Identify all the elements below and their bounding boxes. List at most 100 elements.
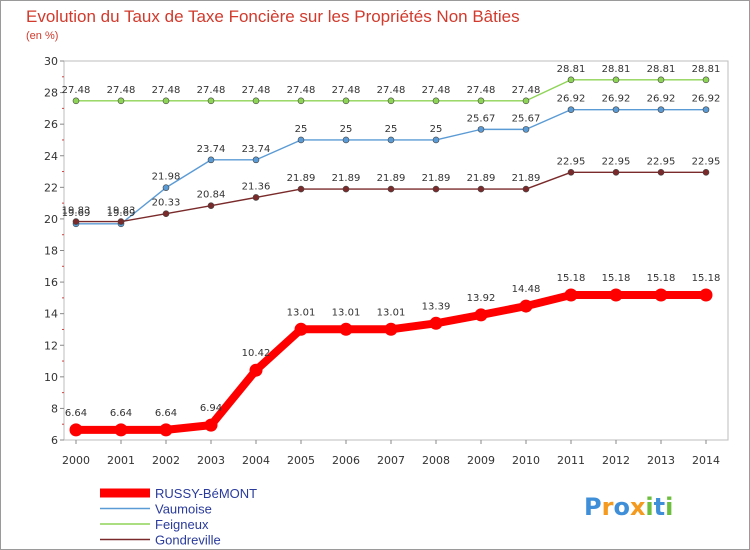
data-label: 22.95 [557,156,586,167]
data-point [294,322,308,336]
data-label: 26.92 [557,94,586,105]
data-point [69,423,83,437]
y-tick-label-5: 16 [44,276,58,289]
data-point [567,169,575,176]
data-label: 6.64 [155,408,177,419]
x-tick-label-9: 2009 [467,454,495,467]
y-tick-label-0: 6 [51,434,58,447]
proxiti-wordmark: Proxiti [584,493,673,521]
data-label: 27.48 [467,85,496,96]
data-point [162,210,170,218]
data-point [699,288,713,302]
data-label: 28.81 [692,64,721,75]
data-label: 13.01 [287,307,316,318]
y-tick-label-12: 30 [44,55,58,68]
data-point [522,126,530,133]
data-point [72,218,80,225]
y-tick-label-8: 22 [44,181,58,194]
proxiti-letter: i [665,493,673,521]
data-label: 26.92 [602,94,631,105]
series-gondreville [72,169,710,225]
data-point [207,97,215,105]
data-point [609,288,623,302]
data-point [432,185,440,193]
data-point [342,136,350,144]
data-label: 15.18 [647,273,676,284]
x-tick-label-3: 2003 [197,454,225,467]
data-point [657,169,665,176]
data-label: 6.64 [110,408,132,419]
data-point [339,322,353,336]
data-label: 27.48 [287,85,316,96]
data-label: 13.01 [377,307,406,318]
x-tick-label-2: 2002 [152,454,180,467]
y-tick-label-10: 26 [44,118,58,131]
data-point [702,106,710,113]
data-label: 27.48 [107,85,136,96]
axes: 6 8 10 12 14 16 18 20 22 24 26 28 30 2000 2001 2002 2003… [44,55,729,467]
data-point [519,299,533,313]
data-point [297,136,305,144]
x-tick-label-12: 2012 [602,454,630,467]
proxiti-letter: P [584,493,602,521]
data-point [477,97,485,105]
y-tick-label-1: 8 [51,402,58,415]
data-label: 27.48 [152,85,181,96]
chart-title: Evolution du Taux de Taxe Foncière sur l… [26,7,520,26]
data-point [567,106,575,113]
data-label: 6.94 [200,403,222,414]
y-tick-label-4: 14 [44,308,58,321]
data-point [522,97,530,105]
proxiti-letter: i [645,493,653,521]
data-point [702,76,710,84]
data-label: 6.64 [65,408,87,419]
data-label: 25.67 [512,113,541,124]
data-label: 21.89 [467,173,496,184]
data-point [387,97,395,105]
data-label: 21.98 [152,172,181,183]
data-label: 10.42 [242,348,271,359]
y-tick-label-3: 12 [44,339,58,352]
data-point [204,418,218,432]
data-label: 19.69 [107,208,136,219]
data-point [159,423,173,437]
chart-subtitle: (en %) [26,30,58,42]
data-label: 28.81 [602,64,631,75]
x-tick-label-7: 2007 [377,454,405,467]
proxiti-letter: t [654,493,665,521]
data-label: 23.74 [242,144,271,155]
data-label: 21.89 [377,173,406,184]
data-label: 23.74 [197,144,226,155]
data-label: 27.48 [512,85,541,96]
y-tick-label-11: 28 [44,87,58,100]
data-label: 15.18 [602,273,631,284]
data-point [162,184,170,191]
y-tick-label-2: 10 [44,371,58,384]
data-label: 27.48 [377,85,406,96]
data-label: 21.89 [422,173,451,184]
data-point [207,202,215,209]
data-label: 22.95 [602,156,631,167]
data-label: 22.95 [647,156,676,167]
x-tick-label-11: 2011 [557,454,585,467]
x-tick-label-13: 2013 [647,454,675,467]
data-point [342,185,350,193]
data-point [612,169,620,176]
data-point [249,363,263,377]
x-tick-label-14: 2014 [692,454,720,467]
data-label: 21.89 [512,173,541,184]
data-label: 25 [430,124,443,135]
data-point [654,288,668,302]
data-point [477,126,485,133]
data-point [567,76,575,84]
data-labels-layer: 27.48 27.48 27.48 27.48 27.48 27.48 27.48 27.48… [62,64,721,419]
data-label: 28.81 [647,64,676,75]
legend-label-0: RUSSY-BéMONT [155,486,257,501]
data-label: 25 [295,124,308,135]
data-label: 22.95 [692,156,721,167]
proxiti-letter: r [602,493,614,521]
data-label: 27.48 [422,85,451,96]
